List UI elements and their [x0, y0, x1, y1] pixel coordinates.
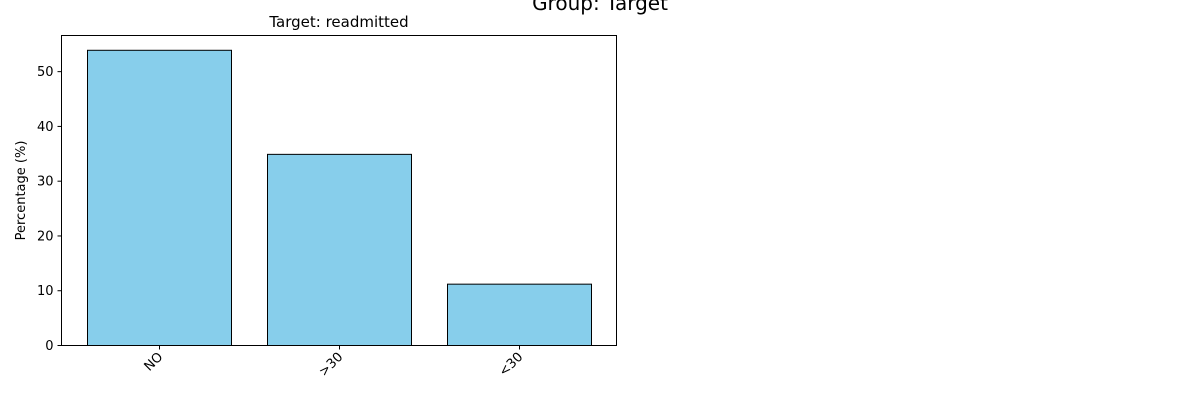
y-tick-label: 50 [37, 65, 54, 80]
x-axis-ticks: NO >30 <30 [142, 345, 526, 380]
y-axis-ticks: 0 10 20 30 40 50 [37, 65, 62, 354]
y-tick-label: 40 [37, 120, 54, 135]
bars-group [87, 49, 592, 347]
bar-2 [447, 283, 592, 347]
x-tick-label: NO [142, 350, 167, 375]
y-tick-label: 10 [37, 284, 54, 299]
y-tick-label: 0 [45, 339, 53, 354]
x-tick-label: >30 [316, 350, 346, 380]
bar-0 [87, 49, 232, 346]
y-tick-label: 30 [37, 175, 54, 190]
y-axis-label: Percentage (%) [14, 141, 29, 241]
figure-suptitle: Group: Target [532, 0, 668, 15]
x-tick-label: <30 [496, 350, 526, 380]
plot-area: 0 10 20 30 40 50 NO >30 <30 [37, 35, 617, 380]
bar-1 [267, 153, 412, 346]
y-tick-label: 20 [37, 229, 54, 244]
axes-frame [61, 35, 617, 346]
chart-title: Target: readmitted [268, 13, 408, 31]
